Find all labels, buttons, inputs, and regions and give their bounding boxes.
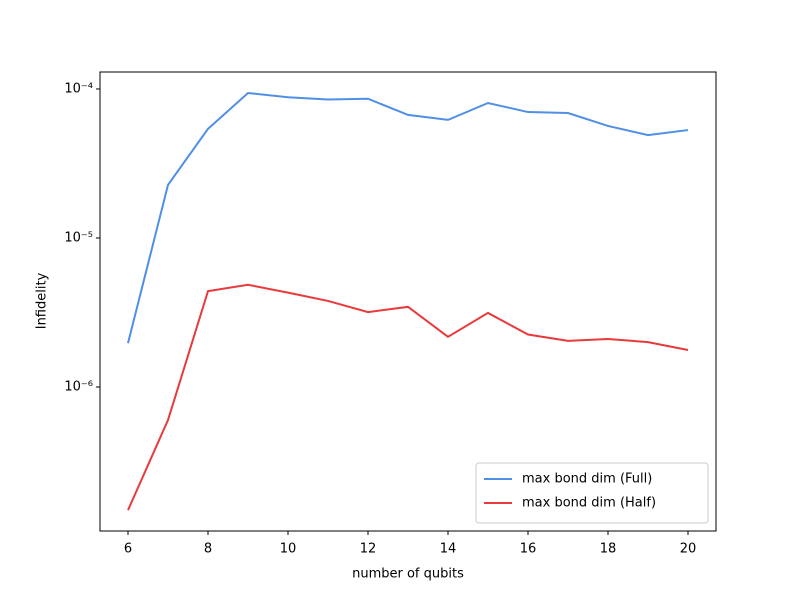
legend-label: max bond dim (Full): [522, 472, 652, 487]
x-tick-label: 20: [680, 542, 697, 557]
x-tick-label: 18: [600, 542, 617, 557]
data-line: [127, 91, 689, 344]
plot-frame: [99, 71, 717, 532]
x-tick-label: 12: [360, 542, 377, 557]
legend-label: max bond dim (Half): [522, 496, 656, 511]
x-tick-label: 14: [440, 542, 457, 557]
x-axis-label: number of qubits: [352, 567, 464, 582]
legend: max bond dim (Full) max bond dim (Half): [475, 462, 709, 524]
data-line: [127, 283, 689, 511]
x-tick-label: 16: [520, 542, 537, 557]
x-tick-label: 8: [204, 542, 212, 557]
y-tick-label: 10⁻⁴: [64, 81, 93, 96]
legend-box: [475, 462, 709, 524]
y-tick-label: 10⁻⁶: [64, 379, 93, 394]
y-axis-label: Infidelity: [35, 272, 50, 329]
x-tick-label: 10: [280, 542, 297, 557]
x-tick-label: 6: [124, 542, 132, 557]
y-tick-label: 10⁻⁵: [64, 230, 93, 245]
